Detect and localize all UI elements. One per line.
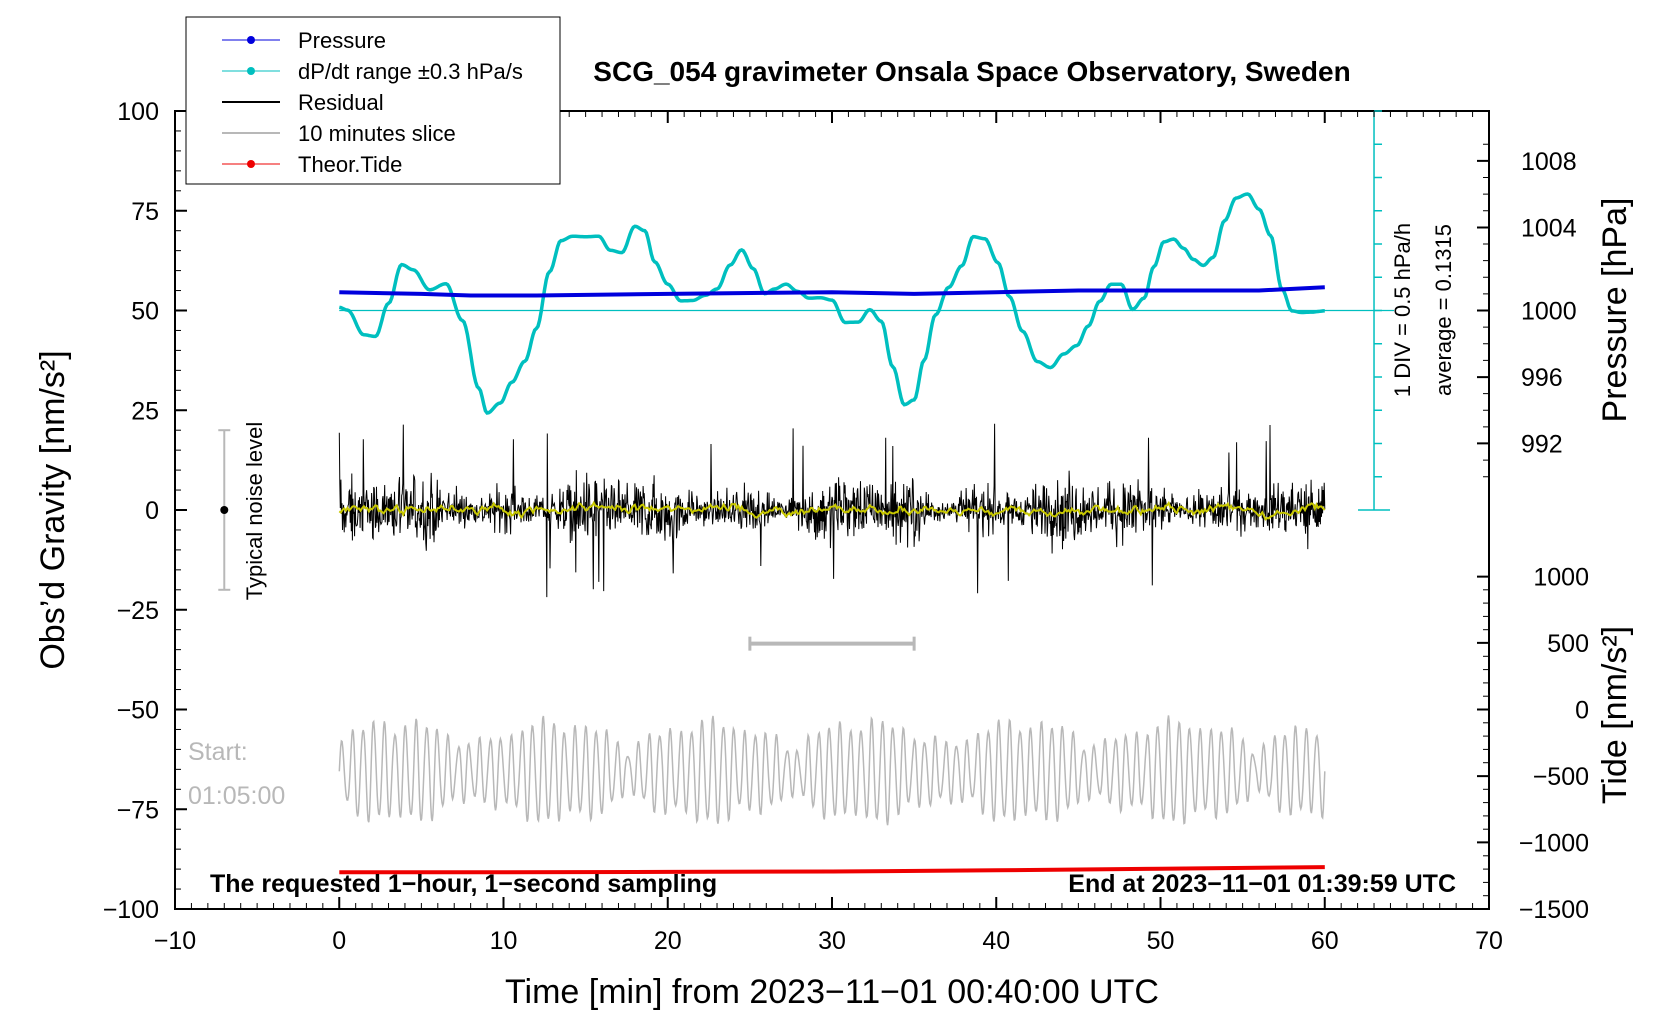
legend-item-label: Pressure [298,28,386,53]
legend-item-label: dP/dt range ±0.3 hPa/s [298,59,523,84]
pressure-series-line [339,285,1325,298]
y-tick-label: 100 [117,98,159,126]
y-tick-label: −50 [117,697,159,725]
chart-title: SCG_054 gravimeter Onsala Space Observat… [593,56,1350,87]
dp-scale-avg-label: average = 0.1315 [1431,224,1456,396]
annotation-end-time: End at 2023−11−01 01:39:59 UTC [1068,870,1456,898]
legend-item-label: 10 minutes slice [298,121,456,146]
x-tick-label: 70 [1475,927,1503,955]
x-tick-label: 30 [818,927,846,955]
y-tick-label: 25 [131,397,159,425]
x-tick-label: 10 [490,927,518,955]
tide-tick-label: −1500 [1519,896,1589,924]
x-tick-label: 20 [654,927,682,955]
residual-series-line [338,423,1326,598]
legend-item-label: Residual [298,90,384,115]
tide-tick-label: 0 [1575,697,1589,725]
x-tick-label: 50 [1147,927,1175,955]
legend-item-label: Theor.Tide [298,152,402,177]
noise-level-dot [220,506,229,514]
y-axis-title-left: Obs’d Gravity [nm/s²] [34,350,72,669]
y-axis-title-tide: Tide [nm/s²] [1596,626,1634,804]
y-tick-label: −25 [117,597,159,625]
x-tick-label: 60 [1311,927,1339,955]
legend-swatch-marker [247,160,255,168]
annotation-start-time: 01:05:00 [188,782,285,810]
x-tick-label: −10 [154,927,196,955]
tide-series-line [339,865,1325,875]
y-tick-label: 0 [145,497,159,525]
annotation-start-label: Start: [188,738,248,766]
y-tick-label: 50 [131,298,159,326]
y-tick-label: −75 [117,796,159,824]
pressure-tick-label: 992 [1521,430,1563,458]
x-tick-label: 0 [332,927,346,955]
y-axis-title-pressure: Pressure [hPa] [1596,198,1634,423]
x-tick-label: 40 [982,927,1010,955]
dpdt-series-line [338,192,1325,415]
legend-swatch-marker [247,36,255,44]
dp-scale-div-label: 1 DIV = 0.5 hPa/h [1390,223,1415,397]
pressure-tick-label: 1000 [1521,298,1577,326]
annotation-sampling: The requested 1−hour, 1−second sampling [210,870,717,898]
tide-tick-label: −500 [1533,763,1589,791]
tide-tick-label: 500 [1547,630,1589,658]
residual-smoothed-line [338,500,1326,521]
tide-tick-label: −1000 [1519,829,1589,857]
slice-series-line [338,715,1326,826]
x-axis-title: Time [min] from 2023−11−01 00:40:00 UTC [505,973,1159,1011]
noise-level-label: Typical noise level [242,422,267,601]
pressure-tick-label: 1008 [1521,148,1577,176]
legend-swatch-marker [247,67,255,75]
tide-tick-label: 1000 [1533,564,1589,592]
legend-box [185,16,561,185]
y-tick-label: −100 [103,896,159,924]
y-tick-label: 75 [131,198,159,226]
legend: Pressure dP/dt range ±0.3 hPa/s Residual 10… [185,16,561,185]
pressure-tick-label: 996 [1521,364,1563,392]
pressure-tick-label: 1004 [1521,215,1577,243]
